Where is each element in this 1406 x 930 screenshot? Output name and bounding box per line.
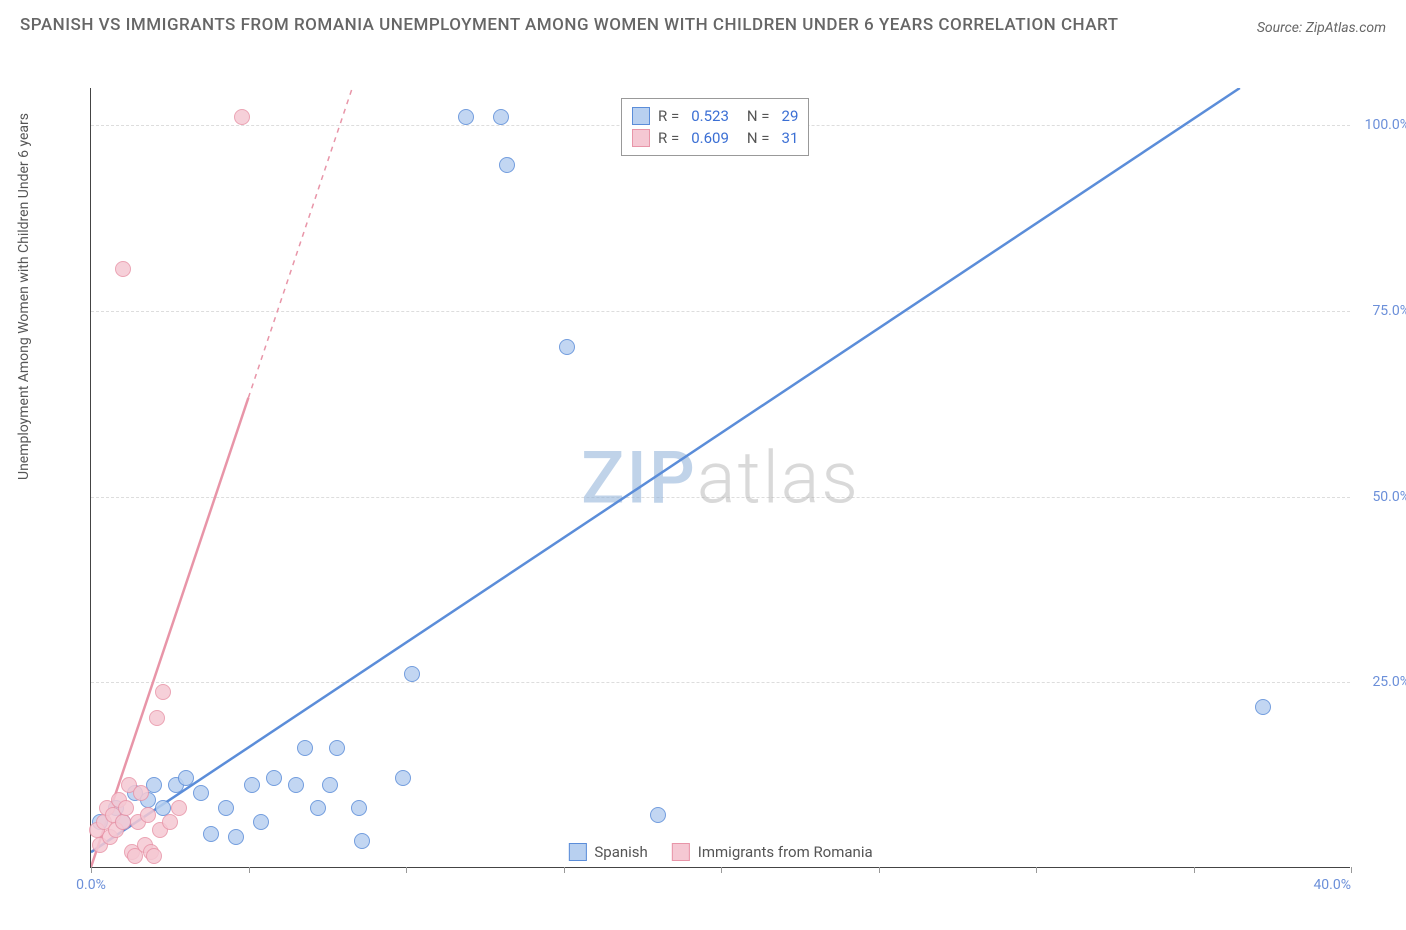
y-tick-label: 25.0% <box>1372 674 1406 690</box>
data-point <box>115 261 131 277</box>
x-tick <box>406 867 407 873</box>
x-tick <box>879 867 880 873</box>
chart-title: SPANISH VS IMMIGRANTS FROM ROMANIA UNEMP… <box>20 12 1119 39</box>
watermark-zip: ZIP <box>581 435 697 520</box>
data-point <box>650 807 666 823</box>
legend-label: Immigrants from Romania <box>698 843 873 861</box>
legend-swatch <box>632 129 650 147</box>
legend-n-label: N = <box>747 107 770 125</box>
data-point <box>266 770 282 786</box>
data-point <box>458 109 474 125</box>
legend-r-label: R = <box>658 129 679 147</box>
legend-item: Immigrants from Romania <box>672 843 873 861</box>
x-tick <box>1194 867 1195 873</box>
watermark: ZIPatlas <box>581 435 860 520</box>
data-point <box>118 800 134 816</box>
x-tick <box>249 867 250 873</box>
data-point <box>493 109 509 125</box>
data-point <box>133 785 149 801</box>
x-tick <box>91 867 92 873</box>
data-point <box>228 829 244 845</box>
data-point <box>1255 699 1271 715</box>
data-point <box>155 800 171 816</box>
x-tick-label: 40.0% <box>1313 877 1351 893</box>
legend-row: R = 0.523 N = 29 <box>632 105 798 127</box>
data-point <box>297 740 313 756</box>
data-point <box>244 777 260 793</box>
data-point <box>149 710 165 726</box>
y-axis-label: Unemployment Among Women with Children U… <box>16 113 32 480</box>
gridline <box>91 497 1350 498</box>
trend-lines <box>91 88 1350 867</box>
correlation-legend: R = 0.523 N = 29 R = 0.609 N = 31 <box>621 98 809 156</box>
data-point <box>310 800 326 816</box>
y-tick-label: 50.0% <box>1372 489 1406 505</box>
data-point <box>499 157 515 173</box>
x-tick <box>1036 867 1037 873</box>
data-point <box>203 826 219 842</box>
x-tick <box>564 867 565 873</box>
data-point <box>322 777 338 793</box>
data-point <box>559 339 575 355</box>
legend-swatch <box>568 843 586 861</box>
data-point <box>329 740 345 756</box>
data-point <box>253 814 269 830</box>
data-point <box>234 109 250 125</box>
legend-swatch <box>672 843 690 861</box>
data-point <box>351 800 367 816</box>
gridline <box>91 682 1350 683</box>
legend-swatch <box>632 107 650 125</box>
data-point <box>162 814 178 830</box>
legend-r-value: 0.523 <box>691 107 729 125</box>
data-point <box>155 684 171 700</box>
data-point <box>218 800 234 816</box>
data-point <box>404 666 420 682</box>
legend-item: Spanish <box>568 843 647 861</box>
data-point <box>354 833 370 849</box>
data-point <box>140 807 156 823</box>
legend-label: Spanish <box>594 843 647 861</box>
legend-n-value: 31 <box>782 129 799 147</box>
data-point <box>288 777 304 793</box>
x-tick-label: 0.0% <box>76 877 106 893</box>
y-tick-label: 100.0% <box>1365 117 1406 133</box>
legend-r-value: 0.609 <box>691 129 729 147</box>
gridline <box>91 311 1350 312</box>
watermark-atlas: atlas <box>697 435 860 520</box>
legend-n-value: 29 <box>782 107 799 125</box>
x-tick <box>721 867 722 873</box>
series-legend: Spanish Immigrants from Romania <box>568 843 872 861</box>
data-point <box>193 785 209 801</box>
legend-n-label: N = <box>747 129 770 147</box>
data-point <box>178 770 194 786</box>
data-point <box>171 800 187 816</box>
legend-row: R = 0.609 N = 31 <box>632 127 798 149</box>
data-point <box>395 770 411 786</box>
source-label: Source: ZipAtlas.com <box>1257 20 1386 36</box>
chart-container: ZIPatlas R = 0.523 N = 29 R = 0.609 N = 31 Span… <box>60 78 1380 878</box>
x-tick <box>1351 867 1352 873</box>
data-point <box>115 814 131 830</box>
plot-area: ZIPatlas R = 0.523 N = 29 R = 0.609 N = 31 Span… <box>90 88 1350 868</box>
y-tick-label: 75.0% <box>1372 303 1406 319</box>
data-point <box>146 848 162 864</box>
legend-r-label: R = <box>658 107 679 125</box>
